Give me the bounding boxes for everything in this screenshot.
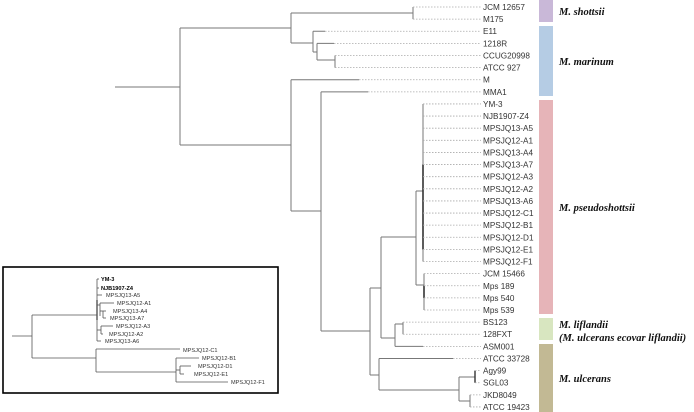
clade-bars: M. shottsii M. marinum M. pseudoshottsii M.… [539, 0, 686, 412]
clade-label: M. ulcerans [558, 374, 611, 385]
leaf-label: ATCC 33728 [483, 354, 530, 363]
leaf-label: YM-3 [483, 100, 503, 109]
leaf-label: JCM 12657 [483, 3, 525, 12]
inset-leaf-label: MPSJQ13-A7 [110, 316, 144, 322]
leaf-label: ATCC 927 [483, 64, 521, 73]
leaf-label: JCM 15466 [483, 270, 525, 279]
clade-bar [539, 344, 553, 412]
clade-bar [539, 26, 553, 96]
inset-leaf-label: MPSJQ12-C1 [183, 348, 218, 354]
leaf-label: 1218R [483, 39, 507, 48]
leaf-label: ATCC 19423 [483, 403, 530, 412]
leaf-label: SGL03 [483, 379, 509, 388]
inset-leaf-label: NJB1907-Z4 [101, 286, 134, 292]
leaf-label: MMA1 [483, 88, 507, 97]
leaf-label: ASM001 [483, 342, 515, 351]
leaf-label: MPSJQ12-A2 [483, 185, 533, 194]
inset-leaf-label: MPSJQ12-B1 [202, 356, 236, 362]
inset-leaf-label: MPSJQ12-A2 [109, 332, 143, 338]
clade-label: M. marinum [558, 57, 614, 68]
inset-frame [2, 266, 279, 394]
leaf-label: MPSJQ13-A6 [483, 197, 533, 206]
leaf-label: Agy99 [483, 367, 507, 376]
inset-leaf-label: MPSJQ13-A6 [105, 339, 139, 345]
inset-leaf-label: MPSJQ12-D1 [198, 364, 233, 370]
inset-leaf-label: MPSJQ12-A3 [116, 324, 150, 330]
inset-leaf-label: MPSJQ13-A5 [106, 293, 140, 299]
leaf-label: Mps 539 [483, 306, 515, 315]
leaf-label: MPSJQ12-A3 [483, 173, 533, 182]
inset-leaf-label: YM-3 [101, 277, 114, 283]
leaf-label: Mps 189 [483, 282, 515, 291]
inset-leaf-label: MPSJQ12-A1 [117, 301, 151, 307]
leaf-label: Mps 540 [483, 294, 515, 303]
inset-leaf-label: MPSJQ13-A4 [113, 309, 147, 315]
clade-label: M. shottsii [558, 7, 605, 18]
leaf-label: MPSJQ13-A5 [483, 124, 533, 133]
tree-branches [115, 7, 476, 407]
clade-bar [539, 100, 553, 314]
leaf-label: MPSJQ13-A4 [483, 148, 533, 157]
leaf-label: MPSJQ13-A7 [483, 161, 533, 170]
inset-leaf-label: MPSJQ12-E1 [194, 372, 228, 378]
leaf-label: CCUG20998 [483, 51, 530, 60]
leaf-label: BS123 [483, 318, 508, 327]
leaf-label: MPSJQ12-A1 [483, 136, 533, 145]
clade-label: M. liflandii [558, 320, 608, 331]
leaf-label: MPSJQ12-D1 [483, 233, 534, 242]
leaf-label: MPSJQ12-B1 [483, 221, 533, 230]
inset-leaf-label: MPSJQ12-F1 [231, 380, 265, 386]
leaf-label: M [483, 76, 490, 85]
clade-bar [539, 318, 553, 340]
leaf-label: M175 [483, 15, 504, 24]
leaf-label: MPSJQ12-F1 [483, 258, 533, 267]
leaf-label: JKD8049 [483, 391, 517, 400]
clade-label-secondary: (M. ulcerans ecovar liflandii) [559, 333, 686, 344]
clade-label: M. pseudoshottsii [558, 203, 635, 214]
leaf-label: 128FXT [483, 330, 512, 339]
clade-bar [539, 0, 553, 22]
leaf-label: E11 [483, 27, 497, 36]
leaf-label: MPSJQ12-E1 [483, 245, 533, 254]
leaf-label: NJB1907-Z4 [483, 112, 529, 121]
leaf-label: MPSJQ12-C1 [483, 209, 534, 218]
